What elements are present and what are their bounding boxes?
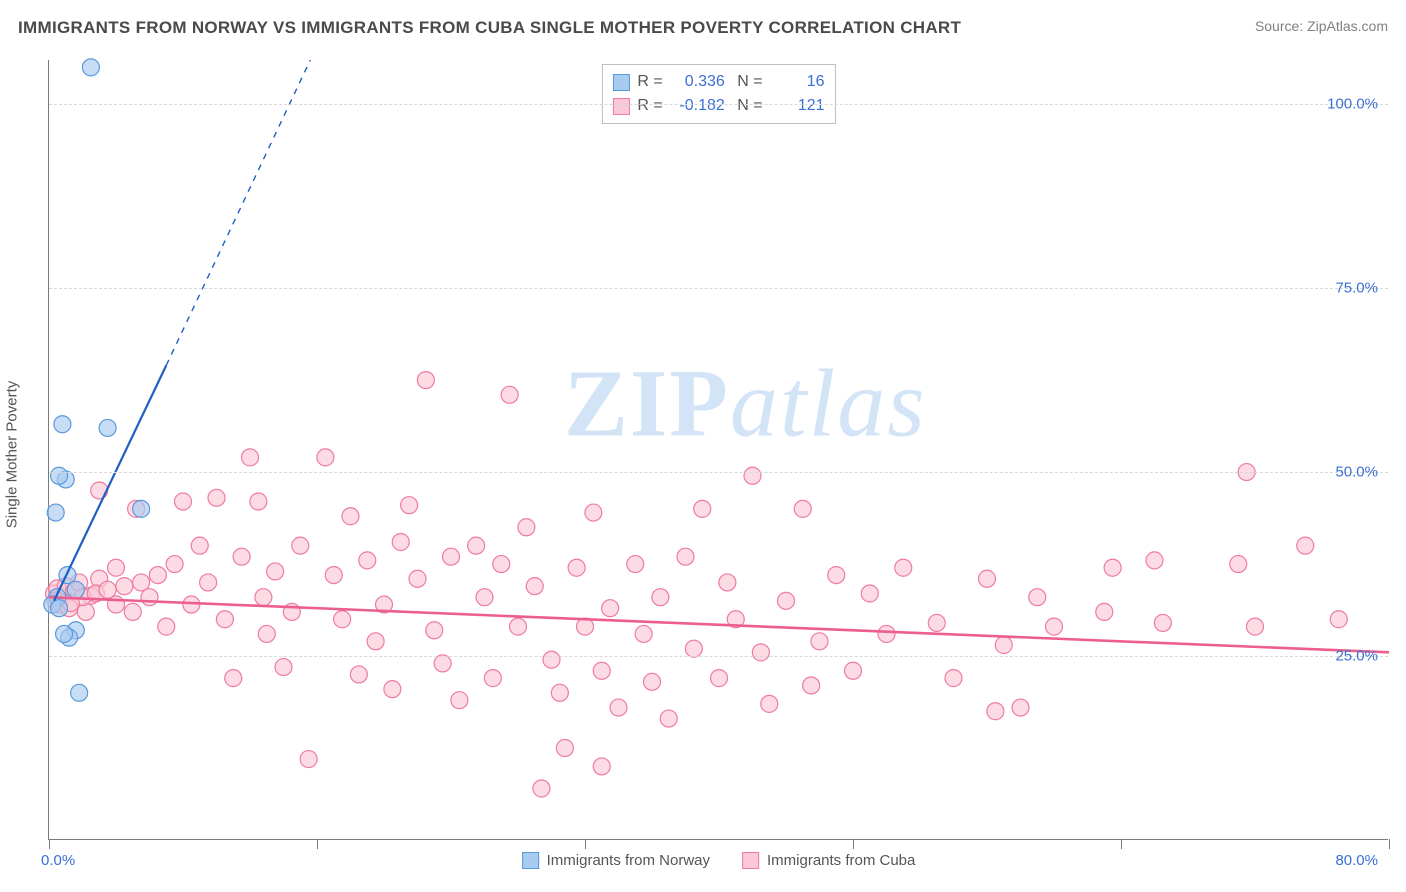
gridline-h xyxy=(49,288,1388,289)
legend-item-norway: Immigrants from Norway xyxy=(522,852,710,869)
x-tick-mark xyxy=(49,839,50,849)
x-tick-mark xyxy=(853,839,854,849)
legend-label-cuba: Immigrants from Cuba xyxy=(767,852,915,869)
legend-label-norway: Immigrants from Norway xyxy=(547,852,710,869)
bottom-legend: Immigrants from Norway Immigrants from C… xyxy=(522,852,916,869)
x-tick-mark xyxy=(1121,839,1122,849)
x-axis-min-label: 0.0% xyxy=(41,852,75,869)
stats-legend-box: R =0.336 N =16 R =-0.182 N =121 xyxy=(601,64,835,124)
y-tick-label: 25.0% xyxy=(1335,648,1378,665)
x-tick-mark xyxy=(1389,839,1390,849)
gridline-h xyxy=(49,656,1388,657)
swatch-cuba xyxy=(612,98,629,115)
x-axis-max-label: 80.0% xyxy=(1335,852,1378,869)
y-axis-label: Single Mother Poverty xyxy=(4,381,21,529)
legend-item-cuba: Immigrants from Cuba xyxy=(742,852,915,869)
chart-title: IMMIGRANTS FROM NORWAY VS IMMIGRANTS FRO… xyxy=(18,18,961,38)
x-tick-mark xyxy=(317,839,318,849)
chart-plot-area: ZIPatlas R =0.336 N =16 R =-0.182 N =121… xyxy=(48,60,1388,840)
swatch-norway-icon xyxy=(522,852,539,869)
stats-row-cuba: R =-0.182 N =121 xyxy=(612,94,824,118)
x-tick-mark xyxy=(585,839,586,849)
source-attribution: Source: ZipAtlas.com xyxy=(1255,18,1388,34)
y-tick-label: 75.0% xyxy=(1335,280,1378,297)
scatter-svg xyxy=(49,60,1388,839)
y-tick-label: 50.0% xyxy=(1335,464,1378,481)
swatch-cuba-icon xyxy=(742,852,759,869)
y-tick-label: 100.0% xyxy=(1327,96,1378,113)
gridline-h xyxy=(49,472,1388,473)
swatch-norway xyxy=(612,74,629,91)
stats-row-norway: R =0.336 N =16 xyxy=(612,70,824,94)
gridline-h xyxy=(49,104,1388,105)
